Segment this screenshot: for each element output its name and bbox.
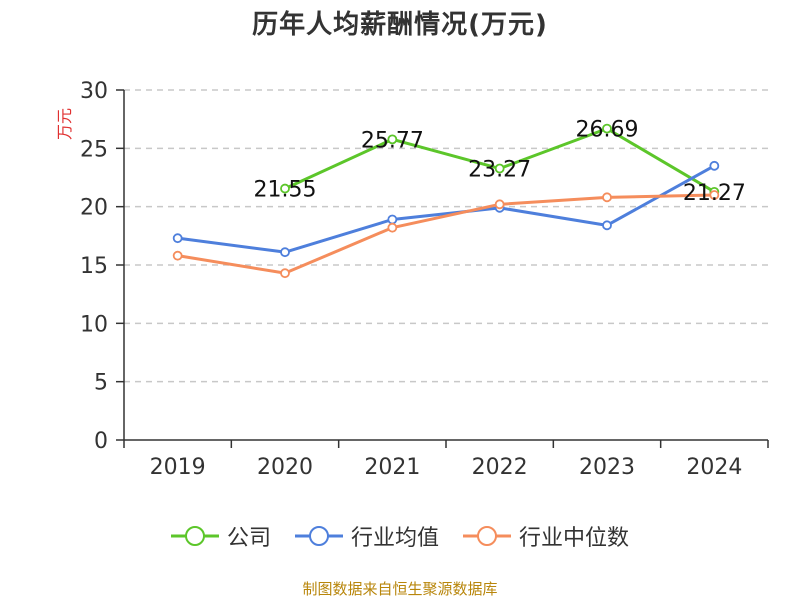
grid-lines (124, 89, 768, 383)
data-point-2 (280, 268, 290, 279)
x-tick-label: 2020 (257, 455, 313, 480)
x-tick-label: 2024 (686, 455, 742, 480)
y-tick-label: 15 (80, 254, 108, 279)
data-label: 21.27 (683, 181, 746, 206)
legend-item-industry-mean[interactable]: 行业均值 (294, 520, 439, 552)
y-tick-label: 20 (80, 196, 108, 221)
data-point-1 (280, 247, 290, 258)
y-tick-label: 25 (80, 137, 108, 162)
source-note: 制图数据来自恒生聚源数据库 (302, 580, 498, 598)
legend-industry-median-label: 行业中位数 (519, 526, 630, 551)
x-tick-label: 2019 (150, 455, 206, 480)
legend-company-label: 公司 (226, 526, 271, 551)
x-tick-label: 2023 (579, 455, 635, 480)
data-point-2 (602, 192, 612, 203)
axes: 0 5 10 15 20 25 30 2019 2020 2021 2022 2023 2024 万元 (55, 79, 769, 480)
y-axis-label: 万元 (55, 108, 74, 140)
data-point-2 (172, 250, 183, 261)
data-point-0 (280, 183, 290, 194)
data-point-0 (387, 134, 398, 145)
data-label: 21.55 (254, 178, 317, 203)
y-tick-label: 5 (94, 371, 108, 396)
series-line-1 (177, 164, 716, 254)
data-point-1 (709, 160, 720, 171)
data-point-0 (494, 163, 505, 174)
data-point-0 (602, 123, 612, 134)
series-lines (172, 123, 720, 279)
legend-industry-mean-icon (294, 526, 343, 546)
x-tick-label: 2021 (364, 455, 420, 480)
data-point-2 (387, 222, 398, 233)
legend-company-icon (170, 526, 219, 546)
legend: 公司 行业均值 行业中位数 (0, 520, 800, 552)
data-point-1 (172, 233, 183, 244)
data-point-2 (494, 199, 505, 210)
legend-industry-median-icon (463, 526, 511, 546)
data-label: 23.27 (468, 158, 531, 183)
legend-item-industry-median[interactable]: 行业中位数 (463, 520, 629, 552)
x-tick-label: 2022 (472, 455, 528, 480)
y-tick-label: 30 (80, 79, 108, 104)
data-point-2 (709, 190, 720, 200)
data-label: 25.77 (361, 128, 424, 153)
legend-industry-mean-label: 行业均值 (350, 526, 439, 551)
legend-item-company[interactable]: 公司 (170, 520, 271, 552)
data-labels: 21.55 25.77 23.27 26.69 21.27 (254, 118, 746, 206)
data-label: 26.69 (576, 118, 639, 143)
data-point-1 (602, 220, 612, 231)
data-point-1 (387, 214, 398, 225)
series-line-2 (177, 193, 715, 275)
y-tick-label: 10 (80, 312, 108, 337)
y-tick-label: 0 (94, 429, 108, 454)
chart-title: 历年人均薪酬情况(万元) (252, 10, 548, 40)
